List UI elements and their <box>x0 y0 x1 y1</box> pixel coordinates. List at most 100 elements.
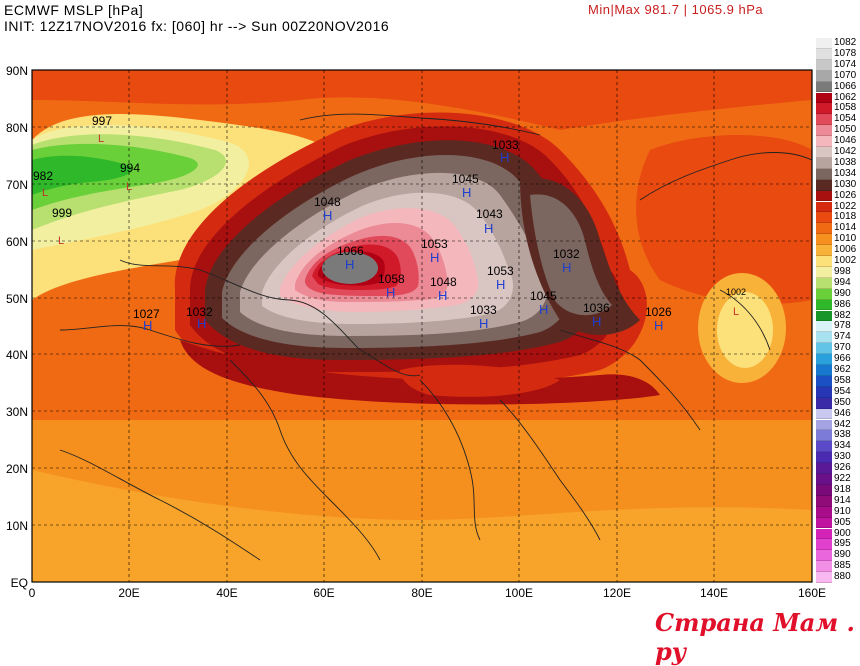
min-max-label: Min|Max 981.7 | 1065.9 hPa <box>588 2 764 17</box>
colorbar-label: 1042 <box>834 146 857 157</box>
lon-label: 140E <box>699 586 729 600</box>
colorbar-label: 1006 <box>834 244 857 256</box>
colorbar-swatch <box>816 103 832 115</box>
colorbar-swatch <box>816 277 832 289</box>
colorbar-label: 1074 <box>834 58 857 70</box>
pressure-labels: 997 L 994 L 982 L 999 L 1048 H 1066 H 10… <box>33 114 746 333</box>
colorbar-label: 1018 <box>834 211 857 223</box>
lon-label: 100E <box>504 586 534 600</box>
colorbar-swatch <box>816 59 832 71</box>
colorbar-swatch <box>816 299 832 311</box>
colorbar-swatch <box>816 386 832 398</box>
pressure-label: 982 <box>33 169 53 183</box>
colorbar-label: 970 <box>834 342 851 354</box>
lon-label: 0 <box>28 586 36 600</box>
colorbar-label: 1050 <box>834 124 857 136</box>
colorbar-swatch <box>816 223 832 235</box>
pressure-label: 1043 <box>476 207 503 221</box>
colorbar-swatch <box>816 147 832 158</box>
colorbar-label: 1034 <box>834 167 857 179</box>
colorbar-label: 1082 <box>834 37 857 48</box>
colorbar-swatch <box>816 463 832 474</box>
pressure-map: 997 L 994 L 982 L 999 L 1048 H 1066 H 10… <box>31 69 813 583</box>
low-marker: L <box>98 133 104 145</box>
init-time-label: INIT: 12Z17NOV2016 fx: [060] hr --> Sun … <box>4 18 390 34</box>
colorbar-label: 930 <box>834 451 851 463</box>
colorbar-swatch <box>816 81 832 93</box>
colorbar-label: 1054 <box>834 113 857 125</box>
pressure-label: 1033 <box>470 303 497 317</box>
colorbar-label: 895 <box>834 538 851 550</box>
pressure-label: 997 <box>92 114 112 128</box>
colorbar-swatch <box>816 452 832 464</box>
high-marker: H <box>484 221 493 236</box>
colorbar-swatch <box>816 92 832 104</box>
colorbar-swatch <box>816 365 832 376</box>
colorbar-swatch <box>816 136 832 147</box>
map-title: ECMWF MSLP [hPa] <box>4 2 144 18</box>
colorbar-swatch <box>816 168 832 180</box>
colorbar-swatch <box>816 528 832 540</box>
colorbar-swatch <box>816 375 832 387</box>
colorbar-label: 905 <box>834 516 851 528</box>
colorbar-label: 1030 <box>834 178 857 190</box>
pressure-label: 1027 <box>133 307 160 321</box>
high-marker: H <box>496 277 505 292</box>
lat-label: 90N <box>5 64 28 78</box>
colorbar-label: 966 <box>834 353 851 365</box>
colorbar-swatch <box>816 539 832 551</box>
colorbar-label: 1022 <box>834 200 857 212</box>
lat-label: 10N <box>5 519 28 533</box>
colorbar-label: 958 <box>834 374 851 386</box>
colorbar-swatch <box>816 441 832 453</box>
colorbar-swatch <box>816 245 832 256</box>
pressure-label: 1033 <box>492 138 519 152</box>
colorbar-label: 922 <box>834 473 851 484</box>
lat-label: EQ <box>10 576 28 590</box>
map-frame <box>31 69 813 583</box>
colorbar-swatch <box>816 310 832 322</box>
colorbar-swatch <box>816 474 832 485</box>
low-marker: L <box>733 306 739 318</box>
colorbar-label: 880 <box>834 571 851 583</box>
colorbar-swatch <box>816 234 832 246</box>
pressure-label: 1002 <box>726 287 746 297</box>
colorbar-swatch <box>816 288 832 300</box>
pressure-label: 1032 <box>186 305 213 319</box>
colorbar-label: 962 <box>834 364 851 375</box>
colorbar-swatch <box>816 179 832 191</box>
graticule <box>32 70 812 582</box>
colorbar-swatch <box>816 430 832 442</box>
high-marker: H <box>654 318 663 333</box>
colorbar-label: 910 <box>834 505 851 517</box>
colorbar-swatch <box>816 506 832 518</box>
colorbar-label: 934 <box>834 440 851 452</box>
low-marker: L <box>58 235 64 247</box>
lat-label: 80N <box>5 121 28 135</box>
high-marker: H <box>479 316 488 331</box>
lat-label: 50N <box>5 292 28 306</box>
colorbar-label: 1014 <box>834 222 857 234</box>
lat-label: 30N <box>5 405 28 419</box>
colorbar-label: 1002 <box>834 255 857 266</box>
colorbar-label: 885 <box>834 560 851 572</box>
lat-label: 40N <box>5 348 28 362</box>
colorbar-label: 978 <box>834 320 851 332</box>
colorbar-swatch <box>816 321 832 333</box>
colorbar-swatch <box>816 190 832 202</box>
colorbar-label: 1038 <box>834 156 857 168</box>
colorbar-label: 914 <box>834 494 851 506</box>
pressure-label: 1036 <box>583 301 610 315</box>
colorbar-label: 954 <box>834 385 851 397</box>
high-marker: H <box>386 285 395 300</box>
high-marker: H <box>500 150 509 165</box>
colorbar-swatch <box>816 517 832 529</box>
colorbar-label: 986 <box>834 298 851 310</box>
colorbar-swatch <box>816 343 832 355</box>
colorbar-label: 1046 <box>834 135 857 147</box>
lon-label: 60E <box>313 586 335 600</box>
pressure-label: 1045 <box>452 172 479 186</box>
pressure-label: 1053 <box>421 237 448 251</box>
colorbar-label: 1066 <box>834 80 857 92</box>
lat-label: 20N <box>5 462 28 476</box>
